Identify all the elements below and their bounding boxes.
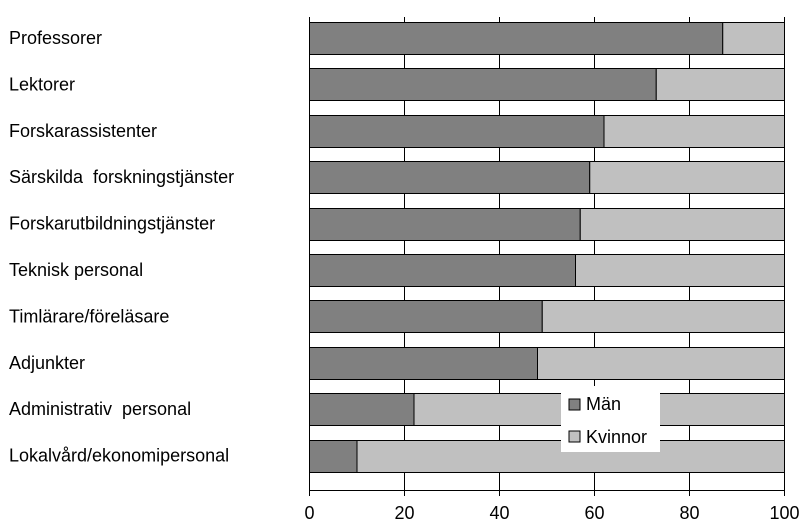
legend: Män Kvinnor [561, 386, 660, 452]
bars-layer [309, 22, 785, 473]
bar-segment-kvinnor [575, 254, 785, 287]
bar-segment-kvinnor [655, 68, 785, 101]
category-label: Teknisk personal [9, 260, 143, 280]
x-tick-label: 40 [489, 503, 509, 522]
category-label: Särskilda forskningstjänster [9, 167, 234, 187]
x-tick-label: 100 [769, 503, 799, 522]
category-label: Forskarutbildningstjänster [9, 214, 215, 234]
bar-segment-kvinnor [579, 208, 785, 241]
legend-label-kvinnor: Kvinnor [586, 427, 647, 447]
bar-segment-kvinnor [589, 161, 785, 194]
bar-segment-man [309, 68, 657, 101]
bar-segment-man [309, 208, 581, 241]
category-label: Lokalvård/ekonomipersonal [9, 446, 229, 466]
bar-segment-man [309, 440, 358, 473]
legend-swatch-man [568, 398, 581, 411]
category-label: Timlärare/föreläsare [9, 306, 169, 326]
bar-segment-man [309, 347, 538, 380]
bar-segment-man [309, 393, 415, 426]
category-label: Forskarassistenter [9, 121, 157, 141]
x-tick-label: 80 [679, 503, 699, 522]
category-label: Administrativ personal [9, 399, 191, 419]
x-tick-label: 20 [394, 503, 414, 522]
bar-segment-man [309, 254, 576, 287]
bar-segment-kvinnor [537, 347, 785, 380]
category-label: Lektorer [9, 74, 75, 94]
bar-segment-man [309, 161, 591, 194]
bar-segment-kvinnor [722, 22, 785, 55]
bar-segment-kvinnor [603, 115, 785, 148]
bar-segment-man [309, 300, 543, 333]
legend-label-man: Män [586, 394, 621, 414]
bar-segment-kvinnor [541, 300, 785, 333]
category-label: Professorer [9, 28, 102, 48]
legend-swatch-kvinnor [568, 430, 581, 443]
bar-segment-man [309, 22, 724, 55]
x-tick-label: 0 [304, 503, 314, 522]
category-label: Adjunkter [9, 353, 85, 373]
category-labels: Professorer Lektorer Forskarassistenter Sär… [9, 28, 234, 466]
bar-segment-man [309, 115, 605, 148]
x-tick-label: 60 [584, 503, 604, 522]
x-axis: 0 20 40 60 80 100 [304, 17, 800, 522]
